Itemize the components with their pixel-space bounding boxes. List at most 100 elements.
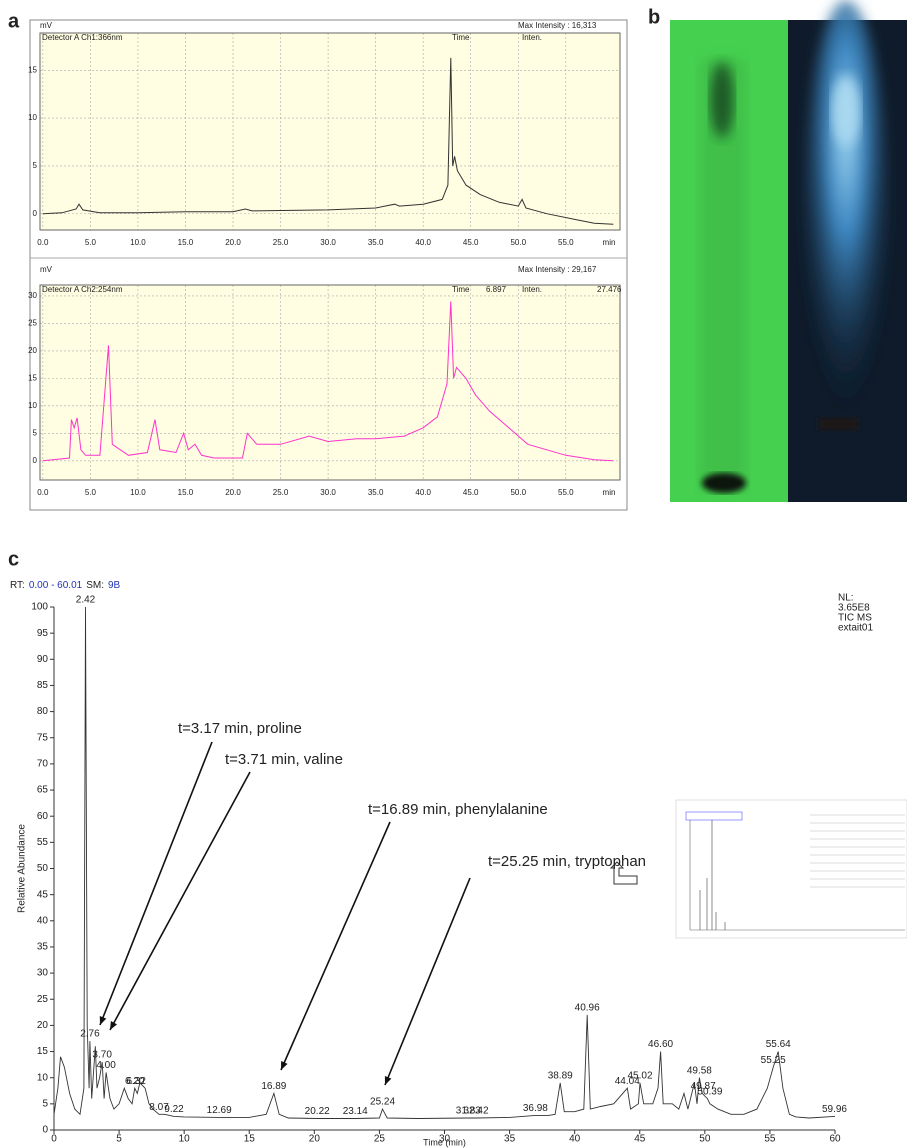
x-tick-label: 10 bbox=[179, 1134, 191, 1145]
y-tick-label: 20 bbox=[37, 1020, 49, 1031]
peak-label: 38.89 bbox=[548, 1071, 573, 1082]
y-tick-label: 65 bbox=[37, 785, 49, 796]
peak-label: 36.98 bbox=[523, 1103, 548, 1114]
y-tick-label: 10 bbox=[28, 401, 37, 410]
x-tick-label: 35.0 bbox=[368, 488, 384, 497]
annotation: t=16.89 min, phenylalanine bbox=[368, 801, 548, 818]
x-tick-label: 40.0 bbox=[415, 488, 431, 497]
y-tick-label: 15 bbox=[28, 65, 37, 74]
x-tick-label: 45.0 bbox=[463, 238, 479, 247]
inten-label: Inten. bbox=[522, 285, 542, 294]
y-tick-label: 75 bbox=[37, 732, 49, 743]
run-info-part: SM: bbox=[86, 580, 104, 591]
y-tick-label: 45 bbox=[37, 889, 49, 900]
axis bbox=[39, 284, 621, 481]
x-unit: min bbox=[603, 238, 616, 247]
peak-label: 44.04 bbox=[615, 1076, 640, 1087]
inten-value: 27.476 bbox=[597, 285, 622, 294]
y-tick-label: 15 bbox=[28, 373, 37, 382]
chart: 0 5 10 15 0.0 5.0 10.0 15.0 20.0 25.0 30.0 35.0 40.0… bbox=[28, 21, 621, 247]
peak-label: 59.96 bbox=[822, 1104, 847, 1115]
time-label: Time bbox=[452, 285, 470, 294]
peak-label: 32.42 bbox=[463, 1106, 488, 1117]
x-tick-label: 45.0 bbox=[463, 488, 479, 497]
peak-label: 2.42 bbox=[76, 595, 96, 606]
annotation-arrow bbox=[384, 877, 471, 1086]
arrow-head bbox=[110, 1021, 118, 1030]
x-tick-label: 25.0 bbox=[273, 488, 289, 497]
peak-label: 49.87 bbox=[691, 1081, 716, 1092]
y-tick-label: 30 bbox=[37, 968, 49, 979]
x-tick-label: 20.0 bbox=[225, 488, 241, 497]
arrow-head bbox=[281, 1061, 288, 1070]
chart: 0510152025303540455055606570758085909510… bbox=[10, 580, 873, 1148]
run-info-part: 9B bbox=[108, 580, 121, 591]
x-tick-label: 25 bbox=[374, 1134, 386, 1145]
y-tick-label: 95 bbox=[37, 628, 49, 639]
annotation: t=25.25 min, tryptophan bbox=[488, 853, 646, 870]
y-tick-label: 10 bbox=[28, 113, 37, 122]
axis bbox=[53, 607, 835, 1131]
peak-label: 55.64 bbox=[766, 1039, 791, 1050]
peak-label: 49.58 bbox=[687, 1065, 712, 1076]
tlc-photo bbox=[670, 0, 907, 502]
x-tick-label: 0.0 bbox=[37, 238, 49, 247]
arrow-head bbox=[384, 1076, 392, 1085]
peak-label: 6.32 bbox=[127, 1076, 147, 1087]
peak-label: 6.20 bbox=[125, 1076, 145, 1087]
x-tick-label: 20 bbox=[309, 1134, 321, 1145]
max-intensity: Max Intensity : 16,313 bbox=[518, 21, 597, 30]
annotation-arrow bbox=[280, 821, 391, 1071]
x-tick-label: 40 bbox=[569, 1134, 581, 1145]
info-line: extait01 bbox=[838, 623, 873, 634]
x-tick-label: 15.0 bbox=[178, 488, 194, 497]
x-tick-label: 10.0 bbox=[130, 238, 146, 247]
x-tick-label: 0.0 bbox=[37, 488, 49, 497]
x-tick-label: 50 bbox=[699, 1134, 711, 1145]
info-line: TIC MS bbox=[838, 613, 872, 624]
arrow-icon bbox=[609, 861, 638, 885]
peak-label: 3.70 bbox=[92, 1050, 112, 1061]
x-axis-label: Time (min) bbox=[423, 1137, 466, 1147]
y-tick-label: 5 bbox=[42, 1098, 48, 1109]
axis bbox=[39, 32, 621, 231]
y-tick-label: 0 bbox=[33, 456, 38, 465]
peak-label: 55.25 bbox=[761, 1055, 786, 1066]
time-label: Time bbox=[452, 33, 470, 42]
run-info: RT: 0.00 - 60.01 SM: 9B bbox=[10, 580, 121, 591]
peak-label: 16.89 bbox=[261, 1081, 286, 1092]
y-tick-label: 5 bbox=[33, 428, 38, 437]
run-info-part: RT: bbox=[10, 580, 25, 591]
peak-label: 23.14 bbox=[343, 1106, 368, 1117]
peak-label: 45.02 bbox=[627, 1071, 652, 1082]
x-tick-label: 50.0 bbox=[510, 238, 526, 247]
series-label: Detector A Ch1:366nm bbox=[42, 33, 123, 42]
y-tick-label: 5 bbox=[33, 161, 38, 170]
peak-label: 46.60 bbox=[648, 1039, 673, 1050]
info-line: NL: bbox=[838, 593, 854, 604]
panel-label: b bbox=[648, 6, 660, 28]
max-intensity: Max Intensity : 29,167 bbox=[518, 265, 597, 274]
y-unit: mV bbox=[40, 265, 53, 274]
panel-label: c bbox=[8, 548, 19, 570]
y-tick-label: 35 bbox=[37, 942, 49, 953]
x-tick-label: 5 bbox=[116, 1134, 122, 1145]
plot-background bbox=[40, 285, 620, 480]
peak-label: 20.22 bbox=[305, 1106, 330, 1117]
y-tick-label: 90 bbox=[37, 654, 49, 665]
peak-label: 4.00 bbox=[96, 1060, 116, 1071]
chart: 0 5 10 15 20 25 30 0.0 5.0 10.0 15.0 20.0 25.0 30.0 35… bbox=[28, 265, 622, 497]
peak-label: 12.69 bbox=[207, 1105, 232, 1116]
annotation: t=3.17 min, proline bbox=[178, 720, 302, 737]
x-tick-label: 40.0 bbox=[415, 238, 431, 247]
y-unit: mV bbox=[40, 21, 53, 30]
y-tick-label: 70 bbox=[37, 759, 49, 770]
run-info-part: 0.00 - 60.01 bbox=[29, 580, 83, 591]
x-tick-label: 15.0 bbox=[178, 238, 194, 247]
peak-label: 50.39 bbox=[697, 1086, 722, 1097]
y-tick-label: 10 bbox=[37, 1072, 49, 1083]
peak-label: 8.07 bbox=[149, 1102, 169, 1113]
x-tick-label: 15 bbox=[244, 1134, 256, 1145]
x-tick-label: 0 bbox=[51, 1134, 57, 1145]
y-tick-label: 20 bbox=[28, 346, 37, 355]
